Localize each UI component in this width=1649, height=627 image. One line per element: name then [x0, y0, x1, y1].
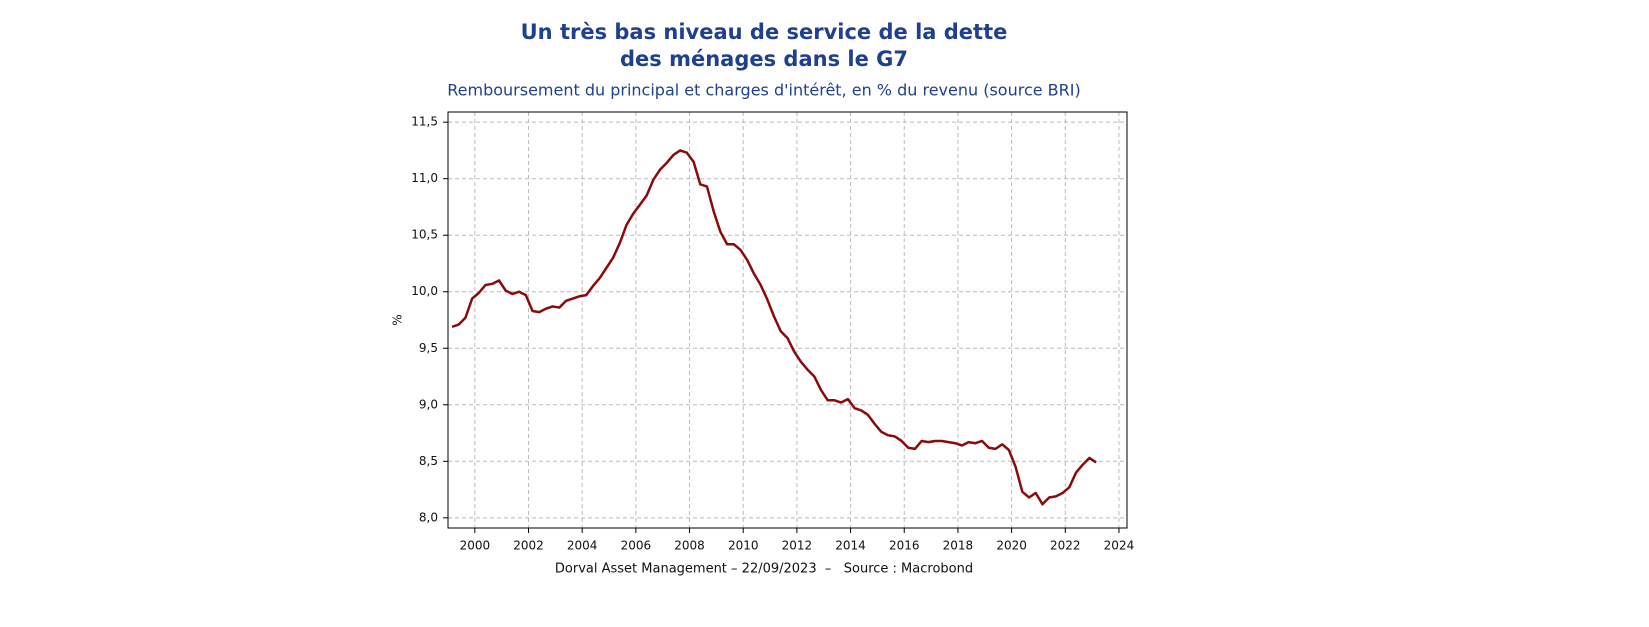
x-tick-label: 2012	[782, 539, 813, 553]
plot-frame	[447, 111, 1128, 529]
chart-subtitle: Remboursement du principal et charges d'…	[447, 81, 1080, 100]
x-tick-label: 2018	[943, 539, 974, 553]
y-tick-label: 9,0	[419, 397, 438, 411]
x-tick-label: 2014	[835, 539, 866, 553]
x-tick-label: 2006	[621, 539, 652, 553]
y-tick-label: 11,0	[411, 171, 438, 185]
y-axis-label: %	[391, 314, 405, 325]
y-tick-label: 10,0	[411, 284, 438, 298]
source-note: Dorval Asset Management – 22/09/2023 – S…	[555, 562, 973, 577]
x-tick-label: 2002	[513, 539, 544, 553]
x-tick-label: 2010	[728, 539, 759, 553]
y-tick-label: 8,5	[419, 454, 438, 468]
chart-title: des ménages dans le G7	[620, 47, 908, 71]
x-tick-label: 2004	[567, 539, 598, 553]
x-tick-label: 2008	[674, 539, 705, 553]
y-tick-label: 11,5	[411, 115, 438, 129]
y-tick-label: 8,0	[419, 510, 438, 524]
y-tick-label: 10,5	[411, 228, 438, 242]
x-tick-label: 2020	[996, 539, 1027, 553]
x-tick-label: 2024	[1104, 539, 1135, 553]
x-tick-label: 2000	[460, 539, 491, 553]
x-tick-label: 2016	[889, 539, 920, 553]
chart-title: Un très bas niveau de service de la dett…	[521, 20, 1008, 44]
data-line	[451, 149, 1097, 506]
y-tick-label: 9,5	[419, 341, 438, 355]
x-tick-label: 2022	[1050, 539, 1081, 553]
